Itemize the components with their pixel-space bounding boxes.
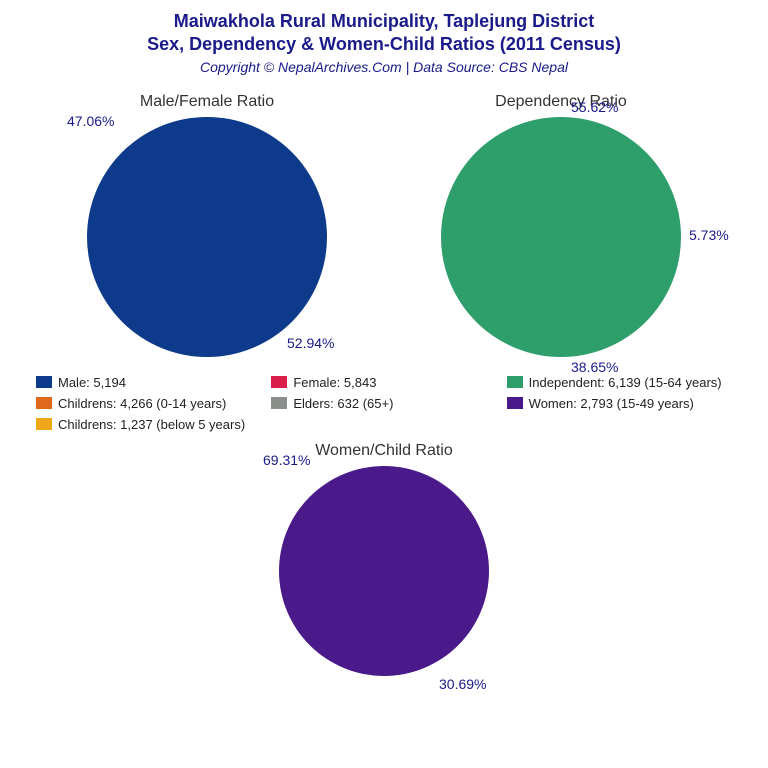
legend-text: Female: 5,843 (293, 375, 376, 390)
chart-women-child: Women/Child Ratio 69.31% 30.69% (279, 442, 489, 676)
legend-swatch (507, 376, 523, 388)
charts-row-top: Male/Female Ratio 47.06% 52.94% Dependen… (0, 93, 768, 357)
legend-item: Women: 2,793 (15-49 years) (507, 396, 732, 411)
pie-wrap-3: 69.31% 30.69% (279, 466, 489, 676)
title-line-1: Maiwakhola Rural Municipality, Taplejung… (0, 10, 768, 33)
legend-text: Childrens: 4,266 (0-14 years) (58, 396, 226, 411)
slice-label: 47.06% (67, 113, 114, 129)
slice-label: 30.69% (439, 676, 486, 692)
legend-item: Independent: 6,139 (15-64 years) (507, 375, 732, 390)
pie-women-child (279, 466, 489, 676)
legend-item: Female: 5,843 (271, 375, 496, 390)
legend-text: Elders: 632 (65+) (293, 396, 393, 411)
legend-item: Childrens: 4,266 (0-14 years) (36, 396, 261, 411)
legend-swatch (36, 376, 52, 388)
legend-text: Women: 2,793 (15-49 years) (529, 396, 694, 411)
legend-swatch (271, 376, 287, 388)
legend-item: Elders: 632 (65+) (271, 396, 496, 411)
slice-label: 5.73% (689, 227, 729, 243)
legend-item: Childrens: 1,237 (below 5 years) (36, 417, 261, 432)
chart-title: Male/Female Ratio (140, 93, 274, 111)
charts-row-bottom: Women/Child Ratio 69.31% 30.69% (0, 442, 768, 676)
subtitle: Copyright © NepalArchives.Com | Data Sou… (0, 59, 768, 75)
legend-swatch (36, 397, 52, 409)
slice-label: 55.62% (571, 99, 618, 115)
legend-text: Independent: 6,139 (15-64 years) (529, 375, 722, 390)
pie-wrap-1: 47.06% 52.94% (87, 117, 327, 357)
legend-text: Childrens: 1,237 (below 5 years) (58, 417, 245, 432)
title-line-2: Sex, Dependency & Women-Child Ratios (20… (0, 33, 768, 56)
slice-label: 38.65% (571, 359, 618, 375)
pie-male-female (87, 117, 327, 357)
legend-swatch (507, 397, 523, 409)
title-block: Maiwakhola Rural Municipality, Taplejung… (0, 0, 768, 75)
legend-swatch (271, 397, 287, 409)
chart-title: Women/Child Ratio (315, 442, 453, 460)
slice-label: 52.94% (287, 335, 334, 351)
legend-text: Male: 5,194 (58, 375, 126, 390)
legend: Male: 5,194 Female: 5,843 Independent: 6… (36, 375, 732, 432)
legend-swatch (36, 418, 52, 430)
pie-dependency (441, 117, 681, 357)
legend-item: Male: 5,194 (36, 375, 261, 390)
pie-wrap-2: 55.62% 5.73% 38.65% (441, 117, 681, 357)
chart-dependency: Dependency Ratio 55.62% 5.73% 38.65% (441, 93, 681, 357)
slice-label: 69.31% (263, 452, 310, 468)
chart-male-female: Male/Female Ratio 47.06% 52.94% (87, 93, 327, 357)
